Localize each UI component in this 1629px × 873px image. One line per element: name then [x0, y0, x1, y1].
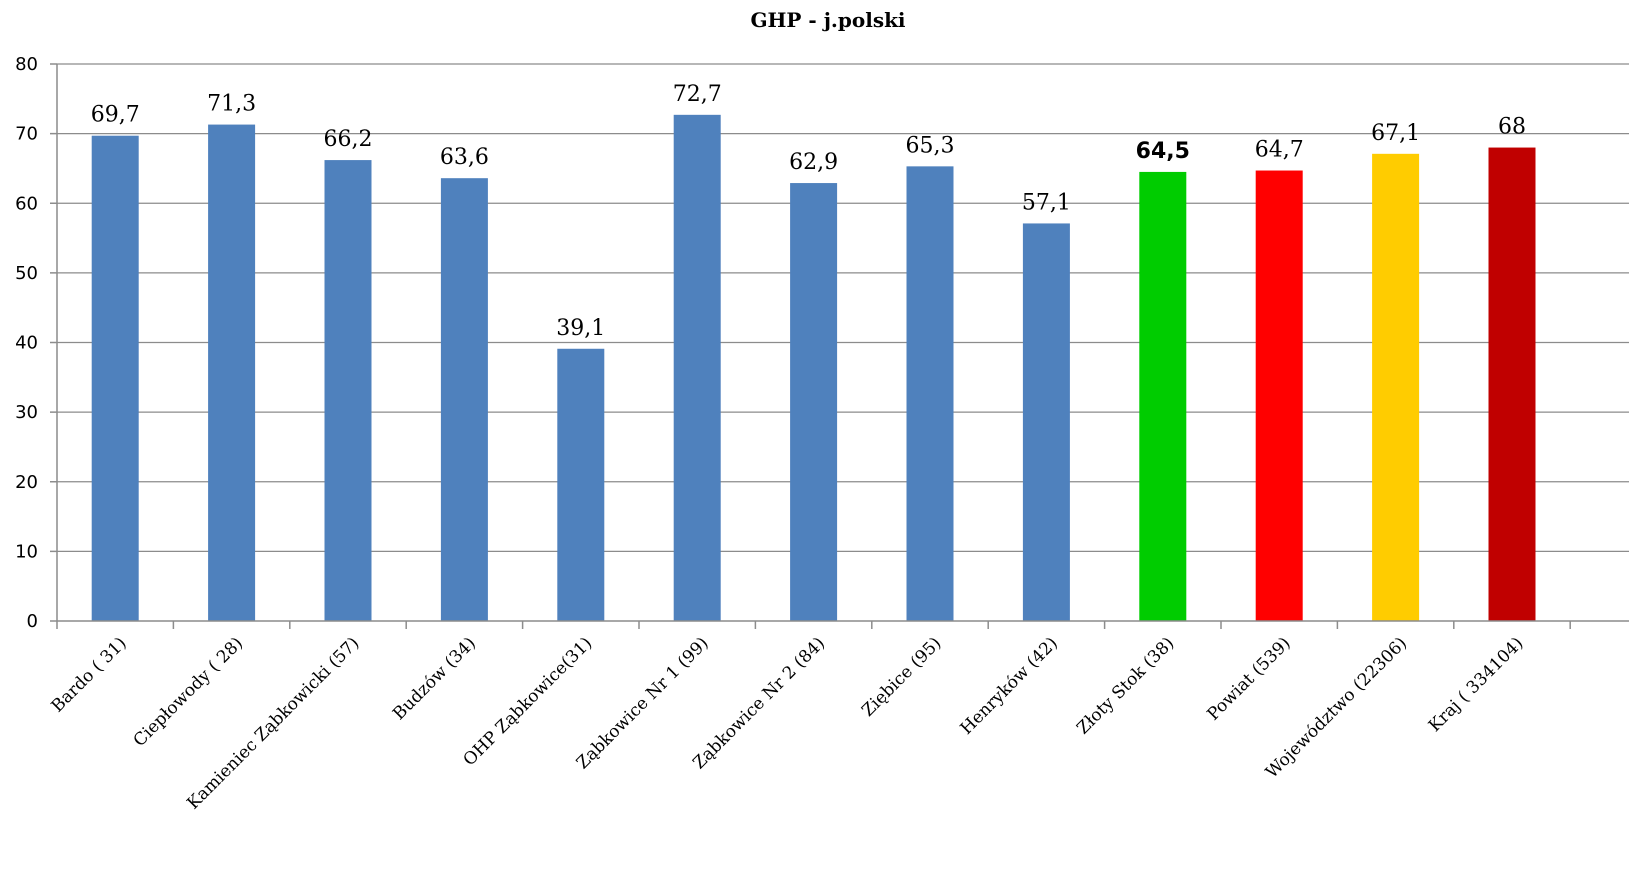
- gridlines: [50, 63, 1629, 622]
- bar-5: [557, 348, 605, 621]
- category-label: Budzów (34): [389, 633, 480, 724]
- data-labels: 69,7 71,3 66,2 63,6 39,1 72,7 62,9 65,3 57,1 64,5…: [91, 82, 1526, 341]
- bar-4: [440, 178, 488, 621]
- bar-12: [1372, 153, 1420, 621]
- chart-title: GHP - j.polski: [750, 8, 905, 32]
- data-label: 39,1: [556, 316, 605, 341]
- category-label: Bardo ( 31): [48, 633, 131, 716]
- bar-6: [673, 114, 721, 622]
- y-tick-label: 60: [15, 193, 38, 214]
- bar-1: [91, 135, 139, 621]
- y-tick-label: 40: [15, 333, 38, 354]
- data-label: 67,1: [1371, 121, 1420, 146]
- category-label: OHP Ząbkowice(31): [460, 633, 597, 770]
- data-label: 63,6: [440, 145, 489, 170]
- data-label: 66,2: [324, 127, 373, 152]
- bar-2: [208, 124, 256, 621]
- data-label: 68: [1498, 115, 1526, 140]
- y-tick-label: 70: [15, 124, 38, 145]
- category-label: Ciepłowody ( 28): [130, 633, 247, 750]
- x-tick-labels: Bardo ( 31)Ciepłowody ( 28)Kamieniec Ząb…: [48, 633, 1528, 813]
- data-label: 64,7: [1255, 138, 1304, 163]
- category-label: Ząbkowice Nr 2 (84): [689, 633, 829, 773]
- bars: [91, 114, 1536, 622]
- data-label: 69,7: [91, 103, 140, 128]
- data-label: 62,9: [789, 150, 838, 175]
- category-label: Kraj ( 334104): [1425, 633, 1528, 736]
- y-tick-label: 0: [27, 611, 38, 632]
- bar-11: [1255, 170, 1303, 621]
- category-label: Henryków (42): [957, 633, 1062, 738]
- axes: [56, 64, 1629, 629]
- category-label: Powiat (539): [1203, 633, 1294, 724]
- category-label: Ząbkowice Nr 1 (99): [573, 633, 713, 773]
- y-tick-label: 10: [15, 541, 38, 562]
- data-label: 65,3: [906, 133, 955, 158]
- bar-13: [1488, 147, 1536, 622]
- data-label: 57,1: [1022, 190, 1071, 215]
- y-tick-labels: 0 10 20 30 40 50 60 70 80: [15, 54, 38, 632]
- category-label: Ziębice (95): [858, 633, 945, 720]
- y-tick-label: 80: [15, 54, 38, 75]
- bar-9: [1022, 223, 1070, 621]
- category-label: Złoty Stok (38): [1073, 633, 1178, 738]
- bar-10: [1139, 171, 1187, 621]
- y-tick-label: 50: [15, 263, 38, 284]
- data-label: 64,5: [1136, 139, 1190, 164]
- y-tick-label: 20: [15, 472, 38, 493]
- y-tick-label: 30: [15, 402, 38, 423]
- bar-8: [906, 166, 954, 621]
- bar-7: [790, 183, 838, 621]
- bar-3: [324, 160, 372, 621]
- data-label: 71,3: [207, 92, 256, 117]
- data-label: 72,7: [673, 82, 722, 107]
